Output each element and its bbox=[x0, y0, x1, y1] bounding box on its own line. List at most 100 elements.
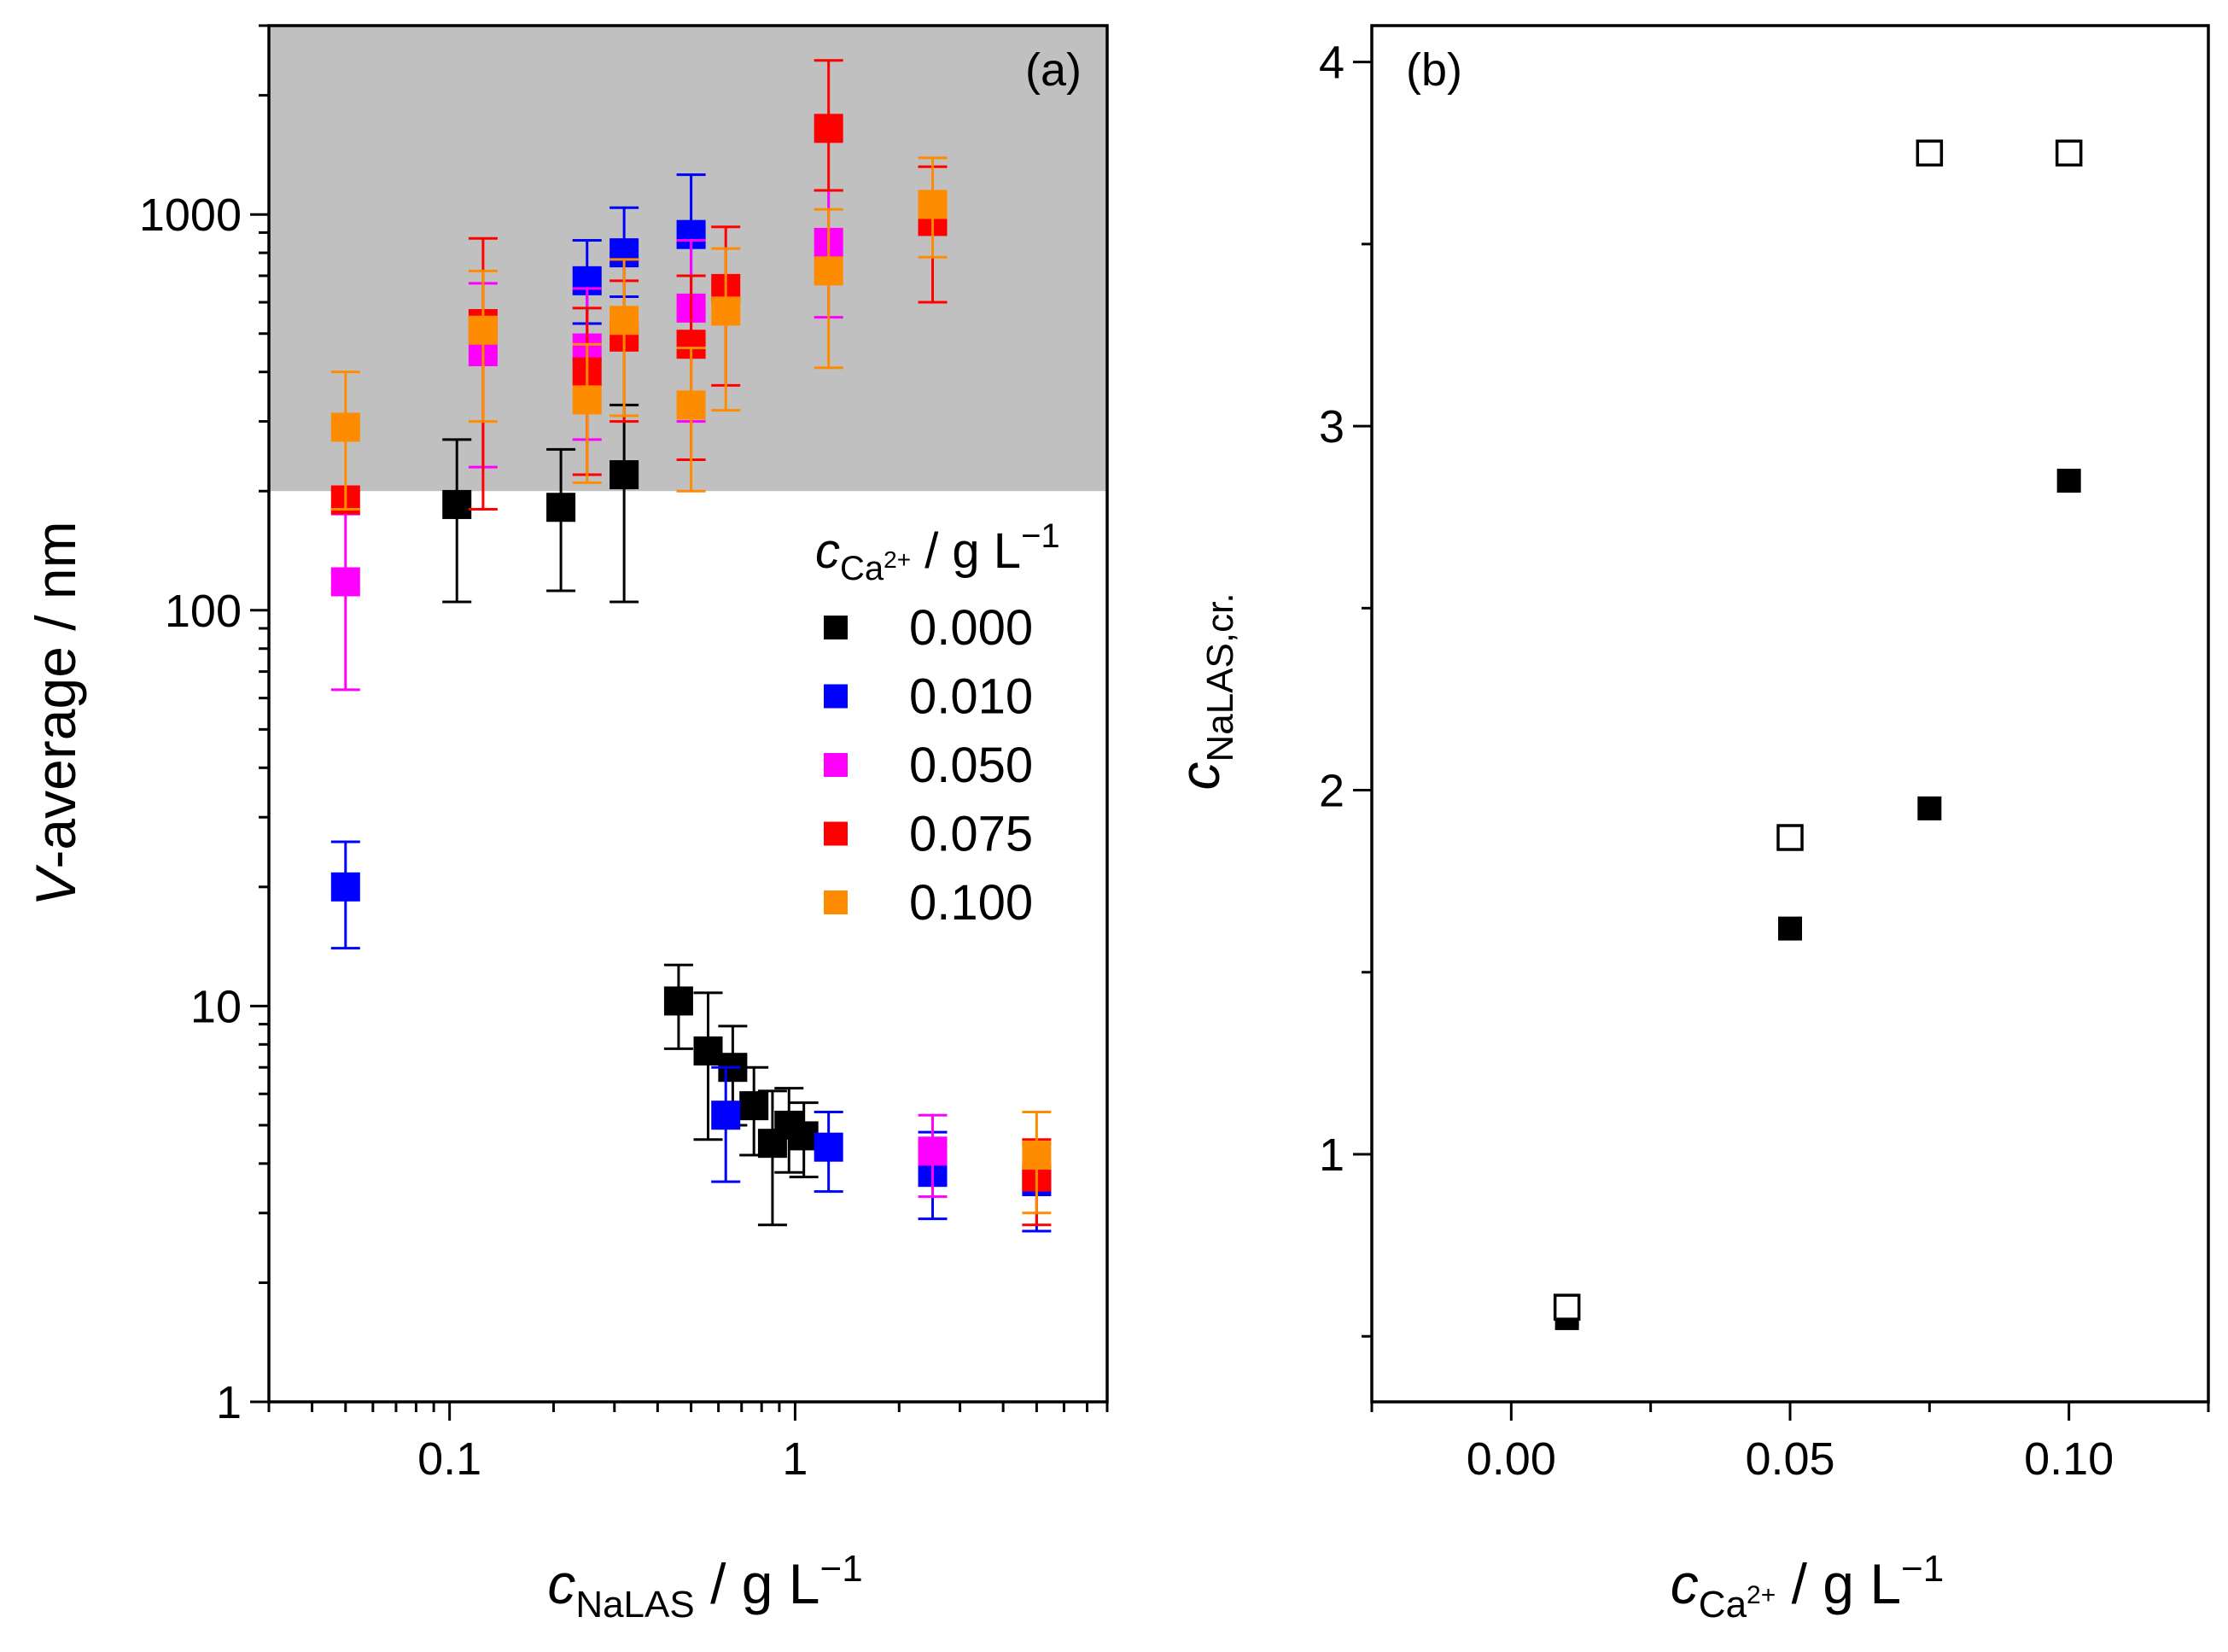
filled-marker bbox=[1917, 796, 1942, 820]
y-tick-label-a: 100 bbox=[165, 586, 242, 637]
data-point-0.000 bbox=[546, 447, 576, 593]
x-tick-label-b: 0.10 bbox=[2024, 1433, 2114, 1485]
x-axis-title-a-var: c bbox=[547, 1552, 575, 1615]
legend-title-sup: −1 bbox=[1021, 517, 1060, 555]
legend-entry-0.050: 0.050 bbox=[824, 738, 1033, 793]
data-point-0.050 bbox=[918, 1113, 948, 1199]
y-axis-title-b: cNaLAS,cr. bbox=[1168, 593, 1241, 790]
x-axis-title-b: cCa2+ / g L−1 bbox=[1671, 1548, 1944, 1626]
open-marker bbox=[2055, 139, 2083, 167]
filled-marker bbox=[1778, 916, 1802, 941]
data-point-0.100 bbox=[711, 247, 741, 412]
legend: cCa2+ / g L−1 0.000 0.010 0.050 0.075 0.100 bbox=[815, 517, 1060, 931]
marker bbox=[676, 390, 706, 420]
x-axis-title-b-sup: −1 bbox=[1901, 1548, 1944, 1590]
legend-entry-0.000: 0.000 bbox=[824, 600, 1033, 656]
marker bbox=[609, 306, 639, 336]
x-axis-title-a: cNaLAS / g L−1 bbox=[547, 1548, 862, 1626]
x-axis-title-b-subsup: 2+ bbox=[1747, 1581, 1776, 1609]
legend-entry-0.100: 0.100 bbox=[824, 875, 1033, 931]
data-point-0.010 bbox=[711, 1065, 741, 1183]
marker bbox=[330, 872, 360, 902]
filled-marker bbox=[2056, 469, 2081, 493]
data-point-0.000 bbox=[789, 1101, 819, 1179]
open-marker bbox=[1916, 139, 1944, 167]
legend-swatch bbox=[824, 753, 848, 777]
legend-title-sub: Ca bbox=[840, 550, 884, 587]
marker bbox=[918, 1136, 948, 1166]
legend-title-var: c bbox=[815, 523, 840, 579]
data-point-0.100 bbox=[330, 371, 360, 511]
data-point-0.050 bbox=[330, 512, 360, 692]
legend-label: 0.010 bbox=[909, 669, 1033, 725]
x-tick-label-a: 0.1 bbox=[417, 1433, 481, 1485]
y-axis-title-a-var: V bbox=[24, 864, 87, 907]
data-point-0.000 bbox=[739, 1065, 769, 1157]
x-tick-label-a: 1 bbox=[782, 1433, 808, 1485]
marker bbox=[330, 412, 360, 442]
open-marker bbox=[1776, 824, 1804, 851]
marker bbox=[693, 1036, 723, 1066]
x-axis-title-a-sub: NaLAS bbox=[575, 1584, 694, 1626]
marker bbox=[814, 1132, 843, 1162]
panel-label-a: (a) bbox=[1025, 44, 1082, 96]
data-point-0.100 bbox=[609, 258, 639, 417]
legend-label: 0.050 bbox=[909, 738, 1033, 793]
y-tick-label-b: 4 bbox=[1319, 38, 1344, 89]
y-tick-label-a: 1 bbox=[216, 1377, 242, 1428]
x-axis-title-b-unit: / g L bbox=[1776, 1552, 1901, 1615]
y-axis-title-a-rest: -average / nm bbox=[24, 521, 87, 868]
marker bbox=[1022, 1141, 1052, 1170]
marker bbox=[442, 489, 472, 519]
data-point-0.000 bbox=[693, 991, 723, 1141]
legend-swatch bbox=[824, 821, 848, 846]
panel-b-ticks: 0.00 0.05 0.10 1 2 3 4 bbox=[1319, 38, 2210, 1485]
plot-frame-b bbox=[1370, 24, 2210, 1404]
data-point-0.010 bbox=[330, 840, 360, 950]
legend-entry-0.075: 0.075 bbox=[824, 807, 1033, 862]
marker bbox=[546, 493, 576, 522]
legend-title: cCa2+ / g L−1 bbox=[815, 517, 1060, 587]
data-point-0.100 bbox=[572, 342, 602, 484]
y-tick-label-b: 3 bbox=[1319, 401, 1344, 452]
x-axis-title-b-var: c bbox=[1671, 1552, 1699, 1615]
marker bbox=[663, 986, 693, 1016]
legend-label: 0.075 bbox=[909, 807, 1033, 862]
panel-b-marks bbox=[1553, 139, 2083, 1330]
data-point-0.000 bbox=[442, 438, 472, 604]
panel-a-ticks: 0.1 1 1 10 100 1000 bbox=[139, 24, 1109, 1485]
marker bbox=[814, 256, 843, 286]
legend-entry-0.010: 0.010 bbox=[824, 669, 1033, 725]
panel-label-b: (b) bbox=[1406, 44, 1462, 96]
marker bbox=[739, 1091, 769, 1121]
legend-label: 0.100 bbox=[909, 875, 1033, 931]
x-axis-title-a-sup: −1 bbox=[820, 1548, 863, 1590]
y-tick-label-b: 1 bbox=[1319, 1130, 1344, 1181]
y-tick-label-a: 1000 bbox=[139, 190, 242, 241]
marker bbox=[330, 567, 360, 597]
plot-frame-a bbox=[267, 24, 1109, 1404]
y-axis-title-b-sub: NaLAS,cr. bbox=[1199, 593, 1241, 762]
marker bbox=[468, 315, 498, 345]
legend-title-unit: / g L bbox=[911, 523, 1021, 579]
data-point-0.100 bbox=[468, 269, 498, 423]
data-point-0.000 bbox=[757, 1089, 787, 1227]
legend-label: 0.000 bbox=[909, 600, 1033, 656]
legend-swatch bbox=[824, 890, 848, 914]
marker bbox=[711, 1100, 741, 1130]
x-axis-title-a-unit: / g L bbox=[695, 1552, 820, 1615]
y-tick-label-b: 2 bbox=[1319, 766, 1344, 817]
y-axis-title-b-var: c bbox=[1168, 762, 1231, 791]
legend-items: 0.000 0.010 0.050 0.075 0.100 bbox=[824, 600, 1033, 931]
x-tick-label-b: 0.05 bbox=[1745, 1433, 1834, 1485]
marker bbox=[918, 190, 948, 219]
panel-a-marks bbox=[330, 59, 1052, 1233]
data-point-0.075 bbox=[814, 59, 843, 192]
open-marker bbox=[1553, 1293, 1581, 1321]
marker bbox=[814, 114, 843, 143]
legend-swatch bbox=[824, 616, 848, 639]
data-point-0.100 bbox=[918, 156, 948, 259]
